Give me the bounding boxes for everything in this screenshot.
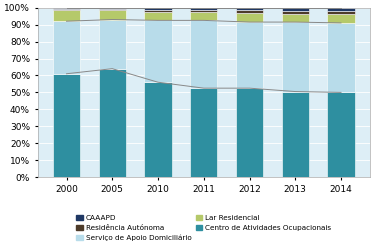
Bar <box>53 9 80 10</box>
Bar <box>53 10 80 21</box>
Bar <box>236 88 263 177</box>
Bar <box>327 11 355 14</box>
Bar <box>98 19 126 69</box>
Bar <box>282 14 309 22</box>
Bar <box>190 10 218 12</box>
Bar <box>144 20 172 82</box>
Bar <box>282 8 309 11</box>
Bar <box>53 21 80 74</box>
Bar <box>98 8 126 9</box>
Bar <box>236 10 263 13</box>
Bar <box>98 9 126 10</box>
Bar <box>190 88 218 177</box>
Bar <box>282 92 309 177</box>
Bar <box>236 8 263 10</box>
Bar <box>144 82 172 177</box>
Bar <box>144 10 172 12</box>
Bar <box>327 92 355 177</box>
Bar <box>236 13 263 22</box>
Legend: CAAAPD, Residência Autónoma, Serviço de Apoio Domiciliário, Lar Residencial, Cen: CAAAPD, Residência Autónoma, Serviço de … <box>76 215 331 241</box>
Bar <box>282 11 309 14</box>
Bar <box>190 8 218 10</box>
Bar <box>98 10 126 19</box>
Bar <box>282 22 309 92</box>
Bar <box>144 8 172 10</box>
Bar <box>327 23 355 92</box>
Bar <box>144 12 172 20</box>
Bar <box>236 22 263 88</box>
Bar <box>190 12 218 20</box>
Bar <box>190 20 218 88</box>
Bar <box>53 74 80 177</box>
Bar <box>98 69 126 177</box>
Bar <box>327 14 355 23</box>
Bar <box>53 8 80 9</box>
Bar <box>327 8 355 11</box>
